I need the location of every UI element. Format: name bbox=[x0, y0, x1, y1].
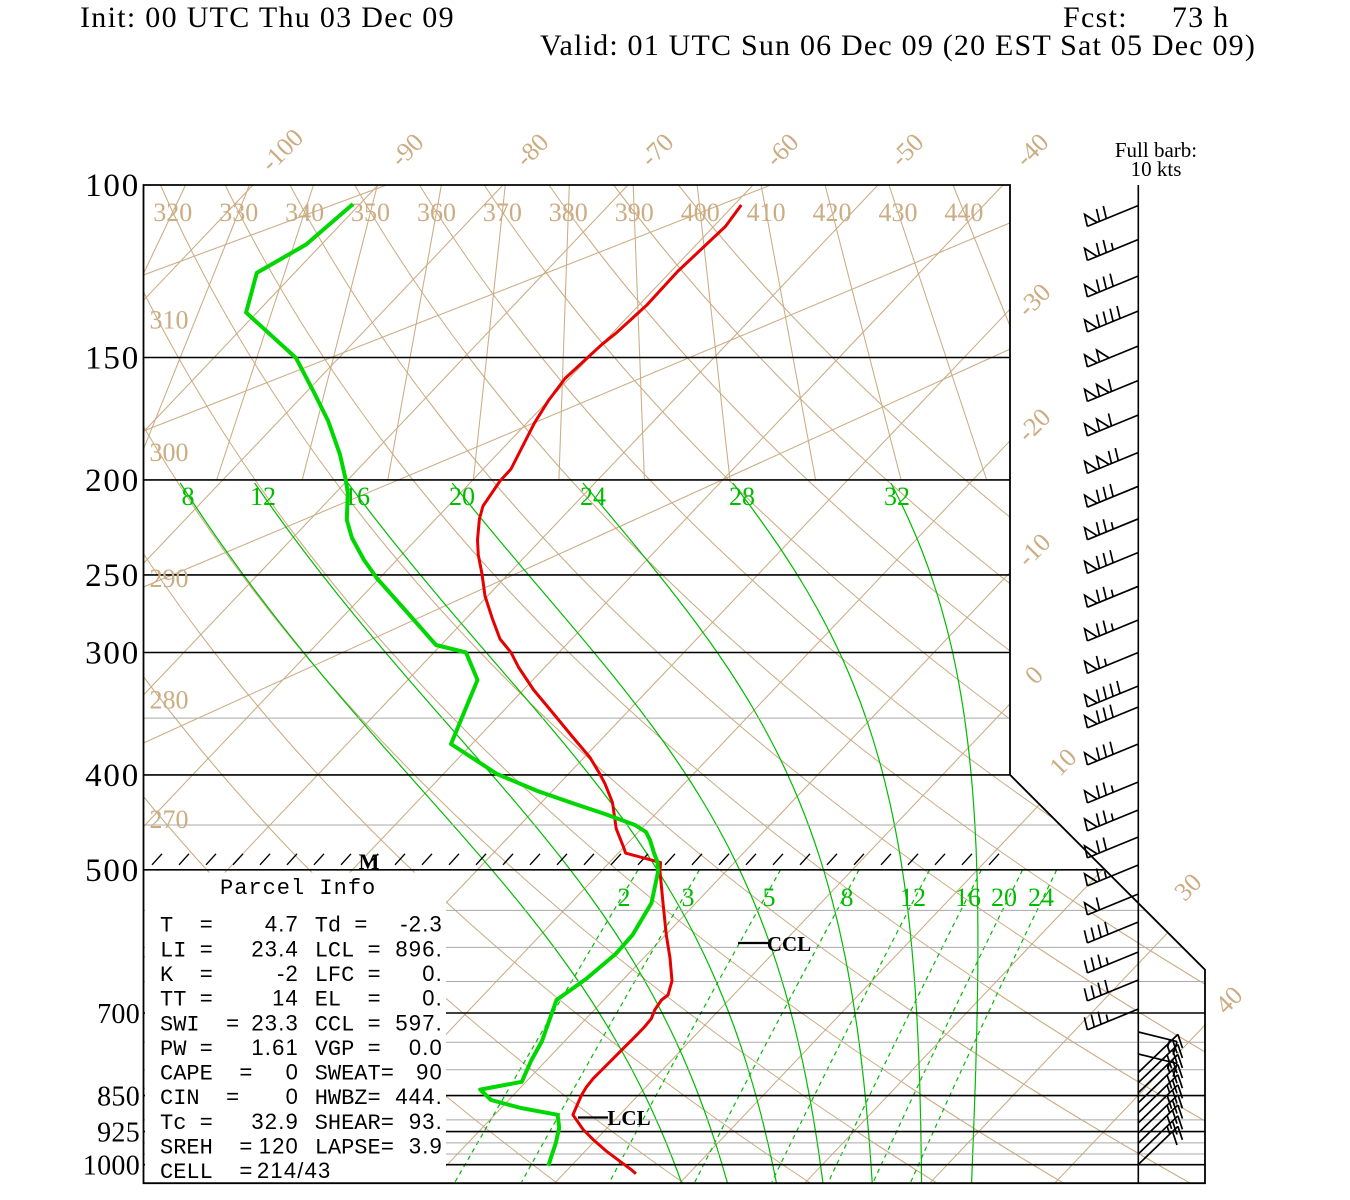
svg-text:100: 100 bbox=[85, 168, 140, 204]
svg-text:PW =: PW = bbox=[160, 1037, 213, 1062]
svg-text:93.: 93. bbox=[409, 1109, 443, 1134]
svg-text:90: 90 bbox=[416, 1060, 443, 1085]
svg-text:LFC =: LFC = bbox=[315, 963, 381, 988]
svg-text:TT =: TT = bbox=[160, 988, 213, 1013]
svg-text:390: 390 bbox=[615, 198, 654, 227]
svg-text:380: 380 bbox=[549, 198, 588, 227]
svg-text:-2: -2 bbox=[277, 961, 299, 986]
svg-text:VGP =: VGP = bbox=[315, 1037, 381, 1062]
svg-text:Fcst: 73 h: Fcst: 73 h bbox=[1063, 1, 1230, 34]
svg-text:M: M bbox=[359, 849, 380, 874]
svg-text:Tc =: Tc = bbox=[160, 1111, 213, 1136]
svg-text:Full barb:: Full barb: bbox=[1115, 138, 1197, 162]
svg-text:500: 500 bbox=[85, 853, 140, 889]
svg-text:10 kts: 10 kts bbox=[1131, 157, 1182, 181]
svg-text:28: 28 bbox=[729, 482, 755, 511]
svg-text:430: 430 bbox=[879, 198, 918, 227]
svg-text:310: 310 bbox=[150, 306, 189, 335]
svg-text:24: 24 bbox=[580, 482, 606, 511]
svg-text:410: 410 bbox=[747, 198, 786, 227]
svg-text:SWEAT=: SWEAT= bbox=[315, 1062, 394, 1087]
svg-text:0.: 0. bbox=[422, 986, 443, 1011]
svg-text:23.4: 23.4 bbox=[251, 936, 299, 961]
svg-text:0: 0 bbox=[286, 1084, 299, 1109]
svg-text:23.3: 23.3 bbox=[251, 1010, 299, 1035]
svg-text:LI =: LI = bbox=[160, 938, 213, 963]
svg-text:8: 8 bbox=[841, 883, 854, 912]
svg-text:16: 16 bbox=[955, 883, 981, 912]
svg-text:24: 24 bbox=[1028, 883, 1054, 912]
svg-text:444.: 444. bbox=[395, 1084, 443, 1109]
svg-text:925: 925 bbox=[97, 1118, 140, 1149]
svg-text:290: 290 bbox=[150, 564, 189, 593]
svg-text:5: 5 bbox=[763, 883, 776, 912]
svg-text:340: 340 bbox=[285, 198, 324, 227]
svg-text:LCL =: LCL = bbox=[315, 938, 381, 963]
svg-text:400: 400 bbox=[681, 198, 720, 227]
svg-text:HWBZ=: HWBZ= bbox=[315, 1086, 381, 1111]
svg-text:LCL: LCL bbox=[607, 1106, 650, 1130]
svg-text:597.: 597. bbox=[395, 1010, 443, 1035]
svg-text:0.0: 0.0 bbox=[409, 1035, 443, 1060]
svg-text:-2.3: -2.3 bbox=[400, 912, 443, 937]
svg-text:T =: T = bbox=[160, 914, 213, 939]
svg-text:12: 12 bbox=[900, 883, 926, 912]
svg-text:LAPSE=: LAPSE= bbox=[315, 1136, 394, 1161]
svg-text:440: 440 bbox=[944, 198, 983, 227]
svg-text:700: 700 bbox=[97, 999, 140, 1030]
svg-text:K =: K = bbox=[160, 963, 213, 988]
svg-text:320: 320 bbox=[153, 198, 192, 227]
svg-text:EL =: EL = bbox=[315, 988, 381, 1013]
svg-text:420: 420 bbox=[813, 198, 852, 227]
svg-text:1000: 1000 bbox=[83, 1151, 140, 1182]
svg-text:300: 300 bbox=[150, 438, 189, 467]
svg-text:3.9: 3.9 bbox=[409, 1134, 443, 1159]
svg-text:4.7: 4.7 bbox=[265, 912, 299, 937]
svg-text:330: 330 bbox=[219, 198, 258, 227]
svg-text:1.61: 1.61 bbox=[251, 1035, 299, 1060]
svg-text:200: 200 bbox=[85, 463, 140, 499]
svg-text:CCL =: CCL = bbox=[315, 1012, 381, 1037]
svg-text:270: 270 bbox=[150, 805, 189, 834]
svg-text:CAPE =: CAPE = bbox=[160, 1062, 252, 1087]
svg-text:896.: 896. bbox=[395, 936, 443, 961]
svg-text:Parcel Info: Parcel Info bbox=[220, 876, 376, 901]
svg-text:250: 250 bbox=[85, 558, 140, 594]
svg-text:32.9: 32.9 bbox=[251, 1109, 299, 1134]
svg-text:32: 32 bbox=[884, 482, 910, 511]
svg-text:300: 300 bbox=[85, 636, 140, 672]
svg-text:400: 400 bbox=[85, 758, 140, 794]
svg-text:120: 120 bbox=[259, 1134, 299, 1159]
svg-text:SWI =: SWI = bbox=[160, 1012, 239, 1037]
svg-text:CCL: CCL bbox=[767, 932, 811, 956]
svg-text:12: 12 bbox=[250, 482, 276, 511]
svg-text:8: 8 bbox=[182, 482, 195, 511]
svg-text:20: 20 bbox=[449, 482, 475, 511]
svg-text:3: 3 bbox=[682, 883, 695, 912]
svg-text:Valid: 01 UTC Sun 06 Dec 09 (2: Valid: 01 UTC Sun 06 Dec 09 (20 EST Sat … bbox=[540, 29, 1256, 62]
svg-text:350: 350 bbox=[351, 198, 390, 227]
svg-text:SREH =: SREH = bbox=[160, 1136, 252, 1161]
svg-text:370: 370 bbox=[483, 198, 522, 227]
svg-text:CIN =: CIN = bbox=[160, 1086, 239, 1111]
svg-text:150: 150 bbox=[85, 341, 140, 377]
svg-text:0.: 0. bbox=[422, 961, 443, 986]
svg-text:14: 14 bbox=[272, 986, 299, 1011]
svg-text:360: 360 bbox=[417, 198, 456, 227]
svg-text:Td =: Td = bbox=[315, 914, 368, 939]
svg-text:280: 280 bbox=[150, 686, 189, 715]
svg-text:2: 2 bbox=[618, 883, 631, 912]
svg-text:20: 20 bbox=[991, 883, 1017, 912]
svg-text:CELL =: CELL = bbox=[160, 1160, 252, 1185]
svg-text:850: 850 bbox=[97, 1082, 140, 1113]
svg-text:0: 0 bbox=[286, 1060, 299, 1085]
svg-text:SHEAR=: SHEAR= bbox=[315, 1111, 394, 1136]
svg-text:214/43: 214/43 bbox=[257, 1158, 332, 1183]
svg-text:Init: 00 UTC Thu 03 Dec 09: Init: 00 UTC Thu 03 Dec 09 bbox=[80, 1, 455, 34]
